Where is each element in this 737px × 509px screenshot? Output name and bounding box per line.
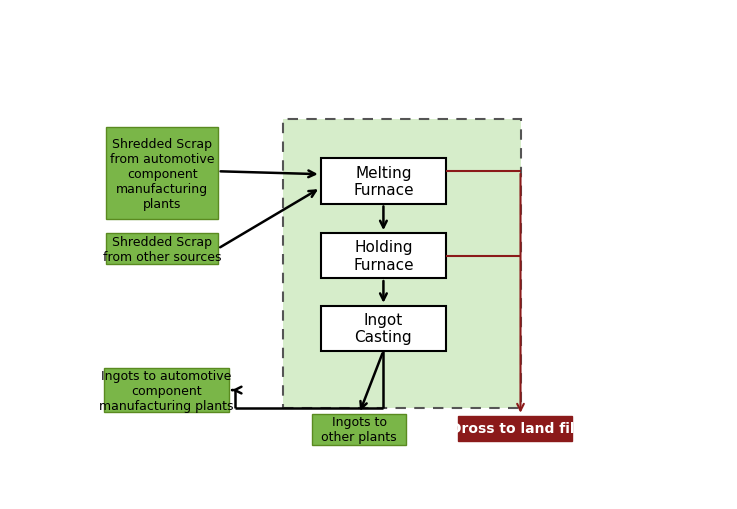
Text: Ingots to
other plants: Ingots to other plants: [321, 415, 397, 443]
FancyBboxPatch shape: [284, 120, 520, 408]
FancyBboxPatch shape: [103, 369, 229, 412]
Text: Ingots to automotive
component
manufacturing plants: Ingots to automotive component manufactu…: [99, 369, 234, 412]
FancyBboxPatch shape: [458, 416, 572, 441]
Text: Holding
Furnace: Holding Furnace: [353, 240, 413, 272]
Text: Shredded Scrap
from automotive
component
manufacturing
plants: Shredded Scrap from automotive component…: [110, 137, 214, 210]
FancyBboxPatch shape: [106, 234, 218, 265]
FancyBboxPatch shape: [106, 128, 218, 220]
FancyBboxPatch shape: [321, 306, 447, 351]
FancyBboxPatch shape: [321, 234, 447, 278]
Text: Shredded Scrap
from other sources: Shredded Scrap from other sources: [103, 235, 221, 263]
FancyBboxPatch shape: [321, 159, 447, 204]
Text: Melting
Furnace: Melting Furnace: [353, 165, 413, 198]
Text: Ingot
Casting: Ingot Casting: [354, 313, 412, 345]
FancyBboxPatch shape: [312, 414, 406, 445]
Text: Dross to land fill: Dross to land fill: [450, 421, 579, 436]
